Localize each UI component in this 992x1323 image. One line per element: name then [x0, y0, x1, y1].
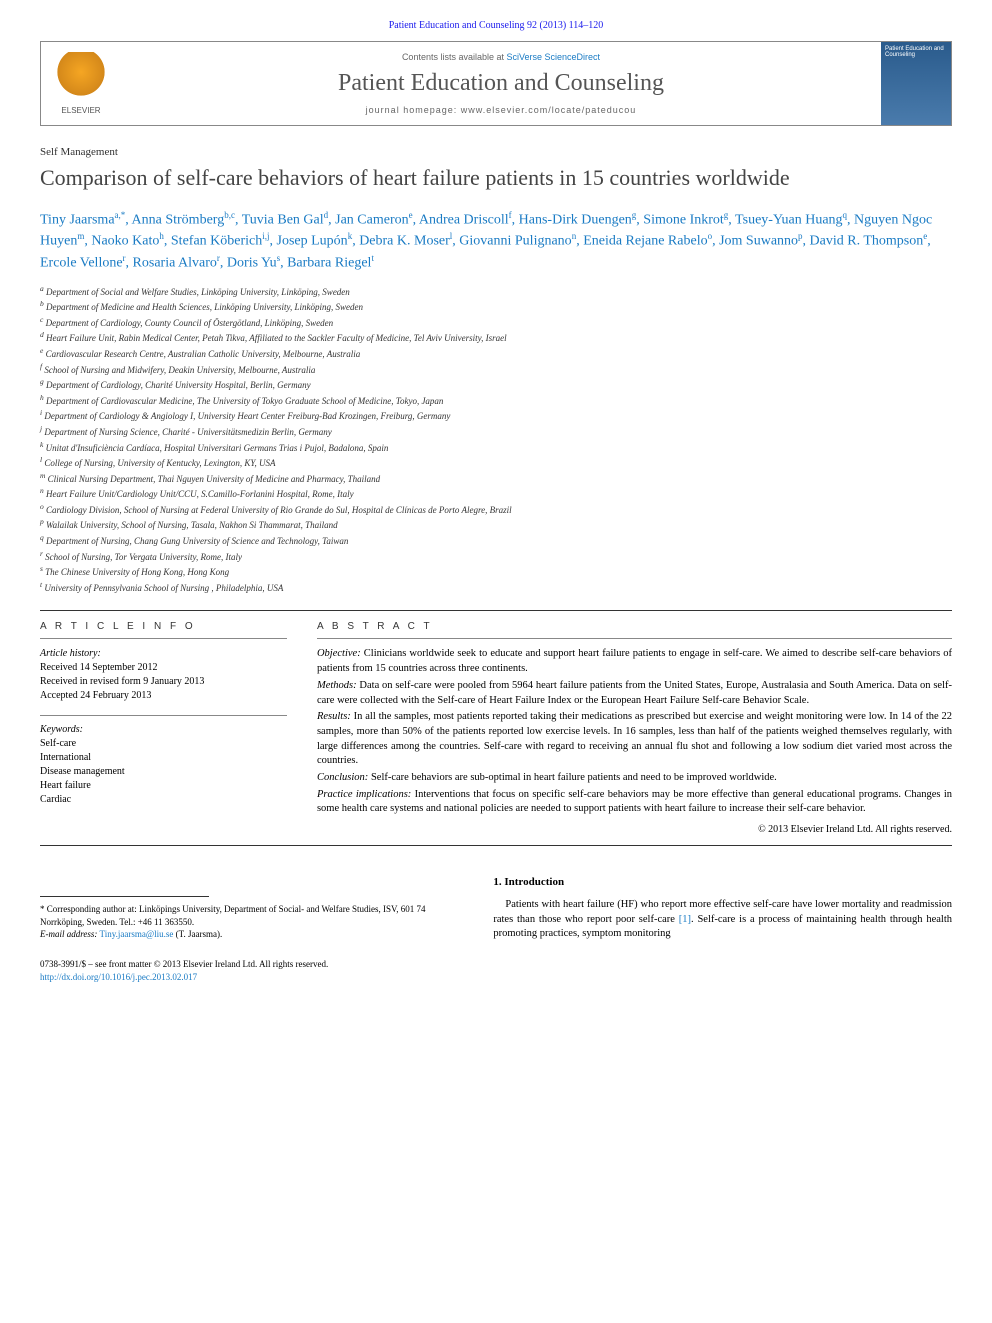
results-text: In all the samples, most patients report… [317, 711, 952, 766]
journal-homepage-line: journal homepage: www.elsevier.com/locat… [366, 105, 637, 115]
history-revised: Received in revised form 9 January 2013 [40, 675, 287, 689]
affiliation-item: p Walailak University, School of Nursing… [40, 517, 952, 532]
elsevier-logo[interactable]: ELSEVIER [41, 42, 121, 125]
cover-thumb-title: Patient Education and Counseling [881, 42, 951, 62]
divider-top [40, 610, 952, 611]
history-accepted: Accepted 24 February 2013 [40, 689, 287, 703]
introduction-paragraph: Patients with heart failure (HF) who rep… [493, 898, 952, 942]
info-abstract-row: A R T I C L E I N F O Article history: R… [40, 621, 952, 837]
footer-publication-info: 0738-3991/$ – see front matter © 2013 El… [40, 958, 952, 983]
contents-prefix: Contents lists available at [402, 52, 507, 62]
affiliation-item: n Heart Failure Unit/Cardiology Unit/CCU… [40, 486, 952, 501]
homepage-url[interactable]: www.elsevier.com/locate/pateducou [461, 105, 637, 115]
divider-bottom [40, 845, 952, 846]
keywords-list: Self-careInternationalDisease management… [40, 737, 287, 807]
journal-reference: Patient Education and Counseling 92 (201… [40, 20, 952, 31]
email-suffix: (T. Jaarsma). [173, 929, 222, 939]
header-center: Contents lists available at SciVerse Sci… [121, 42, 881, 125]
email-link[interactable]: Tiny.jaarsma@liu.se [100, 929, 174, 939]
keyword-item: Disease management [40, 765, 287, 779]
elsevier-name: ELSEVIER [61, 106, 100, 115]
affiliation-item: k Unitat d'Insuficiència Cardíaca, Hospi… [40, 440, 952, 455]
body-two-column: * Corresponding author at: Linköpings Un… [40, 876, 952, 942]
keyword-item: International [40, 751, 287, 765]
abstract-body: Objective: Clinicians worldwide seek to … [317, 647, 952, 837]
keywords-label: Keywords: [40, 724, 287, 735]
section-label: Self Management [40, 146, 952, 158]
journal-cover-thumbnail[interactable]: Patient Education and Counseling [881, 42, 951, 125]
affiliation-item: t University of Pennsylvania School of N… [40, 580, 952, 595]
affiliation-item: o Cardiology Division, School of Nursing… [40, 502, 952, 517]
journal-title: Patient Education and Counseling [338, 70, 664, 97]
affiliation-item: d Heart Failure Unit, Rabin Medical Cent… [40, 330, 952, 345]
affiliation-item: h Department of Cardiovascular Medicine,… [40, 393, 952, 408]
contents-available-line: Contents lists available at SciVerse Sci… [402, 52, 600, 62]
authors-list: Tiny Jaarsmaa,*, Anna Strömbergb,c, Tuvi… [40, 209, 952, 274]
affiliation-item: e Cardiovascular Research Centre, Austra… [40, 346, 952, 361]
objective-label: Objective: [317, 648, 361, 659]
affiliation-item: m Clinical Nursing Department, Thai Nguy… [40, 471, 952, 486]
practice-text: Interventions that focus on specific sel… [317, 789, 952, 815]
keyword-item: Cardiac [40, 793, 287, 807]
affiliations-list: a Department of Social and Welfare Studi… [40, 284, 952, 595]
affiliation-item: f School of Nursing and Midwifery, Deaki… [40, 362, 952, 377]
objective-text: Clinicians worldwide seek to educate and… [317, 648, 952, 674]
history-label: Article history: [40, 647, 287, 661]
info-divider-2 [40, 715, 287, 716]
abstract-copyright: © 2013 Elsevier Ireland Ltd. All rights … [317, 823, 952, 837]
affiliation-item: b Department of Medicine and Health Scie… [40, 299, 952, 314]
affiliation-item: j Department of Nursing Science, Charité… [40, 424, 952, 439]
keyword-item: Heart failure [40, 779, 287, 793]
info-divider-1 [40, 638, 287, 639]
results-label: Results: [317, 711, 351, 722]
corr-author-text: * Corresponding author at: Linköpings Un… [40, 903, 463, 928]
affiliation-item: g Department of Cardiology, Charité Univ… [40, 377, 952, 392]
affiliation-item: i Department of Cardiology & Angiology I… [40, 408, 952, 423]
sciencedirect-link[interactable]: SciVerse ScienceDirect [507, 52, 601, 62]
article-title: Comparison of self-care behaviors of hea… [40, 164, 952, 193]
conclusion-text: Self-care behaviors are sub-optimal in h… [368, 772, 776, 783]
reference-link-1[interactable]: [1] [679, 914, 691, 925]
left-body-column: * Corresponding author at: Linköpings Un… [40, 876, 463, 942]
methods-text: Data on self-care were pooled from 5964 … [317, 680, 952, 706]
history-received: Received 14 September 2012 [40, 661, 287, 675]
abstract-heading: A B S T R A C T [317, 621, 952, 632]
journal-header-box: ELSEVIER Contents lists available at Sci… [40, 41, 952, 126]
abstract-column: A B S T R A C T Objective: Clinicians wo… [317, 621, 952, 837]
corresponding-author-footnote: * Corresponding author at: Linköpings Un… [40, 903, 463, 941]
footnote-separator [40, 896, 209, 897]
article-info-heading: A R T I C L E I N F O [40, 621, 287, 632]
affiliation-item: a Department of Social and Welfare Studi… [40, 284, 952, 299]
article-history: Article history: Received 14 September 2… [40, 647, 287, 703]
practice-label: Practice implications: [317, 789, 411, 800]
affiliation-item: l College of Nursing, University of Kent… [40, 455, 952, 470]
keyword-item: Self-care [40, 737, 287, 751]
email-label: E-mail address: [40, 929, 97, 939]
affiliation-item: s The Chinese University of Hong Kong, H… [40, 564, 952, 579]
elsevier-tree-icon [56, 52, 106, 102]
methods-label: Methods: [317, 680, 357, 691]
issn-line: 0738-3991/$ – see front matter © 2013 El… [40, 958, 952, 971]
affiliation-item: c Department of Cardiology, County Counc… [40, 315, 952, 330]
right-body-column: 1. Introduction Patients with heart fail… [493, 876, 952, 942]
doi-link[interactable]: http://dx.doi.org/10.1016/j.pec.2013.02.… [40, 971, 952, 984]
article-info-column: A R T I C L E I N F O Article history: R… [40, 621, 287, 837]
introduction-heading: 1. Introduction [493, 876, 952, 888]
abstract-divider [317, 638, 952, 639]
affiliation-item: q Department of Nursing, Chang Gung Univ… [40, 533, 952, 548]
conclusion-label: Conclusion: [317, 772, 368, 783]
homepage-prefix: journal homepage: [366, 105, 461, 115]
affiliation-item: r School of Nursing, Tor Vergata Univers… [40, 549, 952, 564]
